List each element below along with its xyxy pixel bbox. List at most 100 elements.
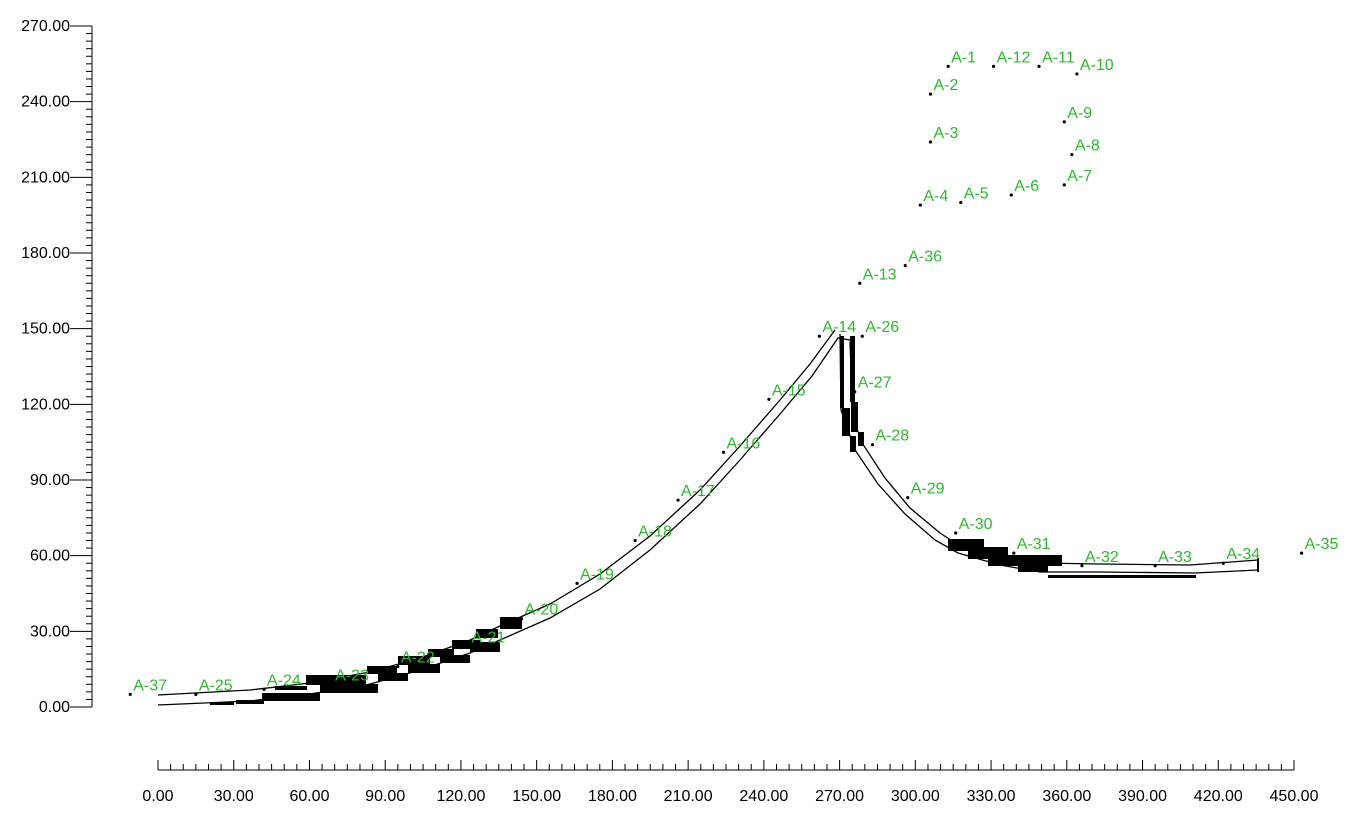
station-label: A-31 — [1017, 536, 1051, 553]
station-point — [633, 538, 637, 543]
block — [236, 700, 264, 704]
station-label: A-23 — [335, 667, 369, 684]
block — [840, 336, 844, 408]
filled-blocks — [210, 336, 1196, 705]
station-point — [991, 64, 996, 68]
x-tick-label: 360.00 — [1042, 788, 1091, 805]
station-label: A-32 — [1085, 549, 1119, 566]
station-point — [959, 200, 963, 205]
x-tick-label: 450.00 — [1270, 788, 1319, 805]
x-tick-label: 0.00 — [142, 788, 173, 805]
block — [440, 655, 470, 663]
station-point — [853, 390, 857, 394]
station-point — [954, 531, 958, 535]
x-tick-label: 330.00 — [967, 788, 1016, 805]
y-tick-label: 120.00 — [21, 396, 70, 413]
left-profile-inner — [157, 337, 851, 706]
profile-lines — [157, 329, 1259, 706]
station-point — [1299, 551, 1304, 555]
station-label: A-16 — [726, 435, 760, 452]
station-label: A-36 — [908, 249, 942, 266]
block — [1018, 566, 1048, 572]
station-point — [860, 334, 864, 338]
station-points: A-1 A-2 A-3 A-4 A-5 A-6 A-7 A-8 A-9 A-10 A-11 A-12 A… — [128, 49, 1339, 696]
station-point — [128, 692, 132, 696]
station-point — [870, 443, 875, 447]
station-label: A-35 — [1305, 536, 1339, 553]
x-axis-labels: 0.00 30.00 60.00 90.00 120.00 150.00 180.00 210… — [142, 788, 1318, 805]
station-point — [817, 334, 822, 338]
block — [988, 555, 1062, 566]
station-point — [194, 692, 198, 696]
station-point — [858, 281, 862, 285]
block — [408, 664, 440, 673]
y-tick-label: 240.00 — [21, 94, 70, 111]
station-label: A-21 — [472, 629, 506, 646]
block — [398, 656, 430, 665]
station-point — [676, 498, 680, 502]
y-axis: 0.00 30.00 60.00 90.00 120.00 150.00 180.00 210… — [21, 18, 93, 716]
block — [452, 640, 480, 649]
y-axis-labels: 0.00 30.00 60.00 90.00 120.00 150.00 180.00 210… — [21, 18, 70, 716]
station-label: A-7 — [1067, 168, 1092, 185]
station-point — [903, 264, 907, 268]
station-label: A-22 — [401, 650, 435, 667]
station-label: A-19 — [580, 566, 614, 583]
station-label: A-24 — [267, 672, 301, 689]
station-point — [1062, 183, 1066, 187]
block — [262, 693, 320, 701]
station-label: A-37 — [133, 677, 167, 694]
x-tick-label: 60.00 — [289, 788, 329, 805]
station-point — [1080, 564, 1084, 568]
station-label: A-15 — [772, 382, 806, 399]
station-point — [262, 687, 266, 691]
station-label: A-9 — [1067, 105, 1092, 122]
block — [500, 617, 522, 629]
station-label: A-28 — [875, 428, 909, 445]
x-tick-label: 240.00 — [739, 788, 788, 805]
station-point — [1075, 72, 1079, 76]
x-axis-ticks — [157, 760, 1295, 770]
block — [851, 402, 858, 432]
block — [1048, 575, 1196, 578]
station-label: A-1 — [951, 49, 976, 66]
station-label: A-12 — [997, 49, 1031, 66]
y-tick-label: 90.00 — [30, 472, 70, 489]
x-tick-label: 90.00 — [365, 788, 405, 805]
station-point — [918, 203, 922, 207]
station-point — [928, 140, 933, 144]
y-axis-ticks — [70, 25, 92, 708]
block — [320, 684, 378, 693]
block — [428, 649, 454, 657]
station-point — [1009, 193, 1013, 197]
x-tick-label: 390.00 — [1118, 788, 1167, 805]
block — [850, 336, 855, 402]
block — [378, 673, 408, 681]
y-tick-label: 30.00 — [30, 623, 70, 640]
block — [476, 629, 498, 638]
y-tick-label: 210.00 — [21, 169, 70, 186]
y-tick-label: 270.00 — [21, 18, 70, 35]
block — [275, 686, 307, 690]
station-point — [1012, 551, 1016, 555]
right-profile-outer — [849, 341, 1259, 566]
y-tick-label: 150.00 — [21, 321, 70, 338]
station-label: A-20 — [525, 602, 559, 619]
x-tick-label: 420.00 — [1194, 788, 1243, 805]
x-tick-label: 180.00 — [588, 788, 637, 805]
station-point — [1037, 64, 1041, 68]
block — [850, 436, 856, 452]
station-label: A-18 — [638, 524, 672, 541]
block — [858, 432, 864, 446]
y-tick-label: 60.00 — [30, 548, 70, 565]
station-label: A-10 — [1080, 57, 1114, 74]
block — [842, 408, 850, 436]
station-point — [396, 665, 400, 669]
x-tick-label: 210.00 — [664, 788, 713, 805]
block — [470, 642, 500, 652]
station-label: A-27 — [858, 375, 892, 392]
station-label: A-33 — [1158, 549, 1192, 566]
x-tick-label: 150.00 — [512, 788, 561, 805]
station-point — [575, 581, 579, 586]
